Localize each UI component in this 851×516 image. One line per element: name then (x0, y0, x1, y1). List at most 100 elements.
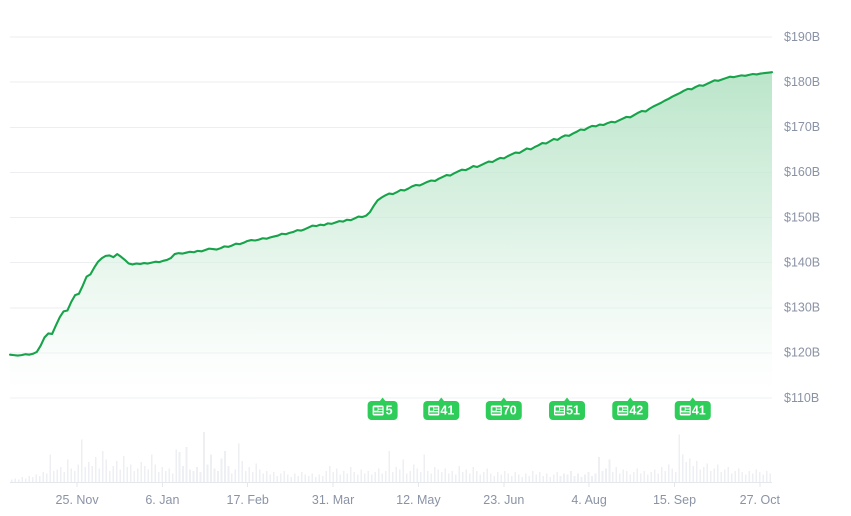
volume-bar (650, 472, 653, 482)
volume-bar (157, 472, 160, 482)
volume-bar (395, 467, 398, 482)
volume-bar (503, 470, 506, 482)
volume-bar (28, 475, 31, 482)
volume-bar (119, 469, 121, 482)
volume-bar (570, 470, 572, 482)
volume-bar (720, 472, 723, 482)
news-badge[interactable]: 42 (612, 397, 649, 421)
volume-bar (129, 464, 132, 482)
volume-bar (353, 472, 356, 482)
volume-bar (266, 470, 268, 482)
volume-bar (280, 473, 282, 482)
x-axis-tick-label: 4. Aug (571, 493, 606, 507)
x-axis-tick-label: 12. May (396, 493, 441, 507)
volume-bar (360, 469, 363, 482)
volume-bar (451, 470, 453, 482)
volume-bar (542, 475, 544, 482)
volume-bar (489, 473, 492, 482)
volume-bar (549, 477, 551, 482)
volume-bar (458, 465, 460, 482)
volume-bar (290, 477, 293, 482)
volume-bar (405, 473, 408, 482)
volume-bar (203, 432, 205, 482)
volume-bar (409, 470, 412, 482)
volume-axis-ticks (10, 482, 772, 487)
volume-bar (287, 474, 289, 482)
volume-bar (171, 473, 174, 482)
volume-bar (182, 465, 184, 482)
volume-bar (133, 470, 135, 482)
news-badge[interactable]: 41 (423, 397, 460, 421)
volume-bar (273, 472, 275, 482)
volume-bar (426, 470, 429, 482)
volume-bar (24, 478, 27, 482)
volume-bar (412, 464, 415, 482)
news-badge[interactable]: 51 (549, 397, 586, 421)
volume-bar (657, 473, 660, 482)
volume-bar (528, 475, 530, 482)
y-axis-tick-label: $150B (784, 210, 820, 224)
volume-bar (622, 469, 625, 482)
volume-bar (647, 474, 649, 482)
volume-bar (35, 474, 37, 482)
volume-bar (636, 468, 639, 482)
y-axis-tick-label: $190B (784, 30, 820, 44)
volume-bar (507, 473, 509, 482)
news-badge[interactable]: 41 (674, 397, 711, 421)
volume-bar (594, 473, 597, 482)
volume-bar (161, 467, 163, 482)
volume-bar (308, 475, 310, 482)
volume-bar (21, 477, 24, 482)
volume-bar (654, 469, 656, 482)
volume-bar (472, 467, 474, 482)
volume-bar (42, 472, 44, 482)
volume-bar (56, 469, 58, 482)
volume-bar (276, 475, 279, 482)
news-badge-count: 51 (566, 403, 580, 417)
news-annotation-badges[interactable]: 5 41 70 51 42 41 (367, 397, 711, 421)
volume-bar (751, 473, 754, 482)
volume-bar (727, 467, 730, 482)
volume-bar (517, 474, 520, 482)
volume-bar (500, 474, 502, 482)
y-axis-tick-label: $140B (784, 255, 820, 269)
x-axis-tick-label: 31. Mar (312, 493, 354, 507)
volume-bar (444, 468, 446, 482)
volume-bar (350, 467, 352, 482)
volume-bar (713, 468, 716, 482)
volume-bar (531, 470, 534, 482)
y-axis-tick-label: $120B (784, 346, 820, 360)
volume-bar (398, 469, 401, 482)
volume-bar (577, 473, 579, 482)
volume-bar (283, 470, 286, 482)
volume-bar (175, 449, 177, 482)
x-axis-labels: 25. Nov 6. Jan 17. Feb 31. Mar 12. May 23. Ju… (56, 493, 781, 507)
news-badge-count: 41 (692, 403, 706, 417)
volume-bar (717, 464, 719, 482)
volume-bar (671, 468, 674, 482)
volume-bar (77, 464, 79, 482)
news-badge[interactable]: 5 (367, 397, 398, 421)
news-badge[interactable]: 70 (485, 397, 522, 421)
y-axis-tick-label: $110B (784, 391, 819, 405)
volume-bar (38, 475, 41, 482)
volume-bar (765, 470, 768, 482)
volume-bar (231, 473, 233, 482)
volume-bar (699, 469, 702, 482)
volume-bar (626, 470, 628, 482)
volume-bar (14, 478, 17, 482)
volume-bar (689, 458, 691, 482)
volume-bar (437, 469, 439, 482)
volume-bar (468, 473, 471, 482)
news-icon (617, 405, 629, 416)
x-axis-tick-label: 23. Jun (483, 493, 524, 507)
volume-bar (126, 467, 128, 482)
volume-bar (384, 470, 387, 482)
volume-bar (105, 459, 107, 482)
volume-bar (59, 467, 62, 482)
x-axis-tick-label: 17. Feb (227, 493, 269, 507)
volume-bar (364, 473, 366, 482)
volume-bar (587, 472, 590, 482)
